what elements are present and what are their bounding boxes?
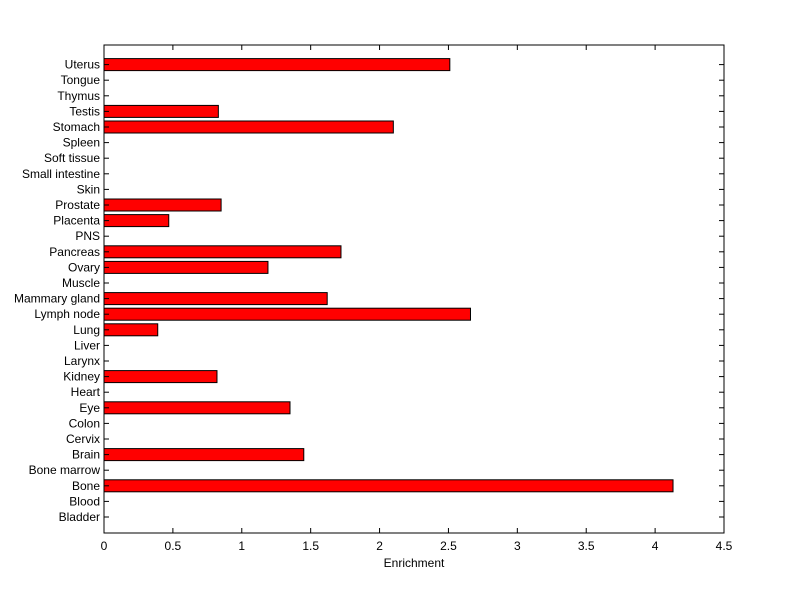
- bar-kidney: [103, 370, 218, 384]
- bar-prostate: [103, 198, 222, 212]
- x-tick-label-8: 4: [652, 539, 659, 553]
- y-tick-label-lymph-node: Lymph node: [34, 307, 100, 321]
- bar-lung: [103, 323, 159, 337]
- bar-stomach: [103, 120, 394, 134]
- y-tick-label-spleen: Spleen: [63, 136, 100, 150]
- x-tick-label-9: 4.5: [716, 539, 733, 553]
- x-tick-label-3: 1.5: [302, 539, 319, 553]
- x-axis-label: Enrichment: [384, 556, 445, 570]
- bar-testis: [103, 104, 219, 118]
- y-tick-label-muscle: Muscle: [62, 276, 100, 290]
- y-tick-label-bladder: Bladder: [59, 510, 100, 524]
- bar-uterus: [103, 58, 451, 72]
- x-tick-label-6: 3: [514, 539, 521, 553]
- x-axis: 0 0.5 1 1.5 2 2.5 3 3.5 4 4.5: [101, 45, 733, 553]
- y-tick-label-liver: Liver: [74, 338, 100, 352]
- y-tick-label-heart: Heart: [71, 385, 101, 399]
- y-tick-label-testis: Testis: [69, 104, 100, 118]
- x-tick-label-4: 2: [376, 539, 383, 553]
- y-tick-label-cervix: Cervix: [66, 432, 100, 446]
- bar-brain: [103, 448, 305, 462]
- y-tick-label-small-intestine: Small intestine: [22, 167, 100, 181]
- bar-mammary-gland: [103, 292, 328, 306]
- y-tick-label-tongue: Tongue: [61, 73, 101, 87]
- y-tick-label-placenta: Placenta: [53, 214, 100, 228]
- y-tick-label-skin: Skin: [77, 182, 100, 196]
- bar-pancreas: [103, 245, 342, 259]
- y-tick-label-uterus: Uterus: [65, 58, 100, 72]
- y-tick-label-blood: Blood: [69, 494, 100, 508]
- y-tick-label-soft-tissue: Soft tissue: [44, 151, 100, 165]
- y-tick-label-stomach: Stomach: [53, 120, 100, 134]
- y-tick-label-colon: Colon: [69, 416, 100, 430]
- bars-layer: [103, 58, 674, 493]
- bar-lymph-node: [103, 307, 471, 321]
- x-tick-label-2: 1: [238, 539, 245, 553]
- y-tick-label-mammary-gland: Mammary gland: [14, 292, 100, 306]
- bar-ovary: [103, 260, 269, 274]
- y-tick-label-ovary: Ovary: [68, 260, 100, 274]
- y-tick-label-pancreas: Pancreas: [49, 245, 100, 259]
- y-tick-label-lung: Lung: [73, 323, 100, 337]
- y-tick-label-pns: PNS: [75, 229, 100, 243]
- y-tick-label-bone-marrow: Bone marrow: [29, 463, 101, 477]
- y-tick-label-brain: Brain: [72, 448, 100, 462]
- x-tick-label-7: 3.5: [578, 539, 595, 553]
- bar-bone: [103, 479, 674, 493]
- x-tick-label-1: 0.5: [165, 539, 182, 553]
- bar-eye: [103, 401, 291, 415]
- y-tick-label-bone: Bone: [72, 479, 100, 493]
- y-tick-label-thymus: Thymus: [57, 89, 100, 103]
- y-tick-label-eye: Eye: [79, 401, 100, 415]
- y-tick-label-larynx: Larynx: [64, 354, 100, 368]
- bar-placenta: [103, 214, 170, 228]
- y-tick-label-prostate: Prostate: [55, 198, 100, 212]
- y-tick-label-kidney: Kidney: [63, 370, 100, 384]
- x-tick-label-0: 0: [101, 539, 108, 553]
- x-tick-label-5: 2.5: [440, 539, 457, 553]
